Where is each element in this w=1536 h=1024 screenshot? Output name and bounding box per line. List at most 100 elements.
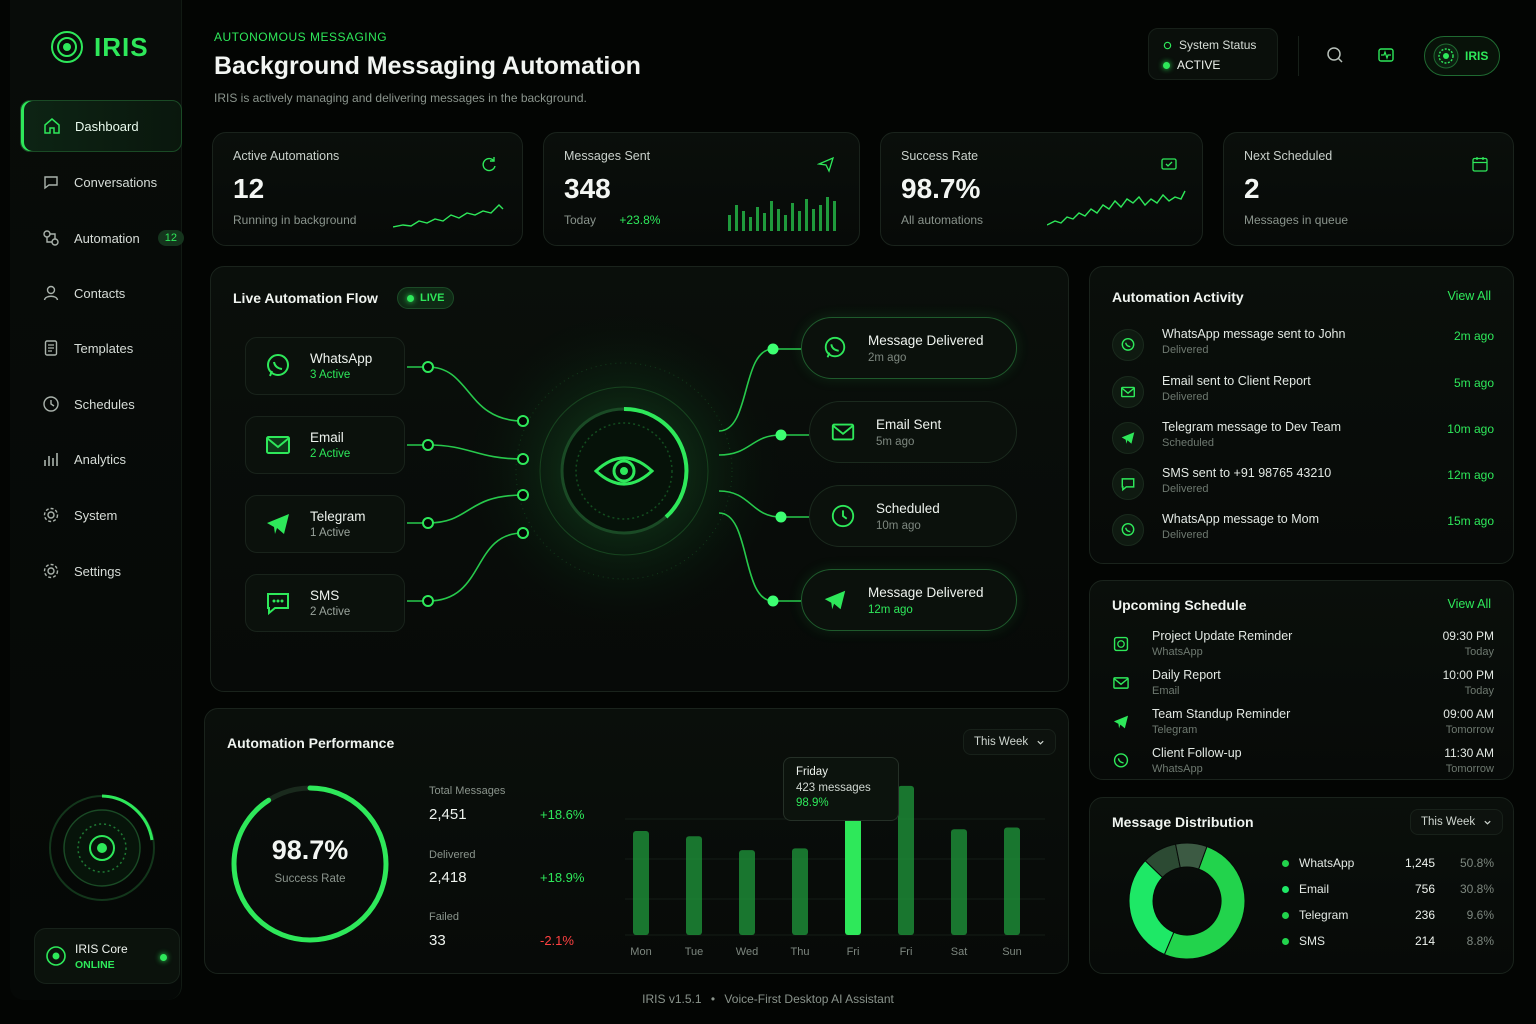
- stat-card-next-scheduled[interactable]: Next Scheduled 2 Messages in queue: [1223, 132, 1514, 246]
- clock-icon: [831, 504, 855, 528]
- bar-sat-6[interactable]: [951, 829, 967, 935]
- tooltip-rate: 98.9%: [796, 797, 829, 809]
- activity-item[interactable]: Email sent to Client Report Delivered 5m …: [1112, 374, 1494, 414]
- nav-system[interactable]: System: [20, 489, 182, 541]
- dest-email-sent[interactable]: Email Sent 5m ago: [809, 401, 1017, 463]
- chevron-down-icon: [1484, 820, 1491, 825]
- performance-range-select[interactable]: This Week: [963, 729, 1057, 755]
- schedule-item[interactable]: Client Follow-up WhatsApp 11:30 AM Tomorro…: [1112, 746, 1494, 782]
- nav-label: Settings: [74, 563, 121, 579]
- distribution-range-select[interactable]: This Week: [1410, 809, 1504, 835]
- nav-analytics[interactable]: Analytics: [20, 433, 182, 485]
- gauge-value: 98.7%: [271, 835, 349, 865]
- nav-conversations[interactable]: Conversations: [20, 156, 182, 208]
- schedule-item[interactable]: Team Standup Reminder Telegram 09:00 AM To…: [1112, 707, 1494, 743]
- eye-logo-icon: [51, 31, 83, 63]
- nav-label: Contacts: [74, 285, 126, 301]
- user-profile-button[interactable]: IRIS: [1424, 36, 1500, 76]
- slice-sms[interactable]: [1174, 842, 1208, 870]
- x-tick-label: Sun: [1002, 946, 1022, 958]
- status-label: System Status: [1179, 38, 1257, 52]
- stat-sub: Running in background: [233, 213, 357, 227]
- bar-thu-3[interactable]: [792, 848, 808, 935]
- whatsapp-icon: [1121, 338, 1135, 351]
- core-status: ONLINE: [75, 958, 115, 971]
- schedule-item[interactable]: Project Update Reminder WhatsApp 09:30 PM…: [1112, 629, 1494, 665]
- source-whatsapp[interactable]: WhatsApp 3 Active: [245, 337, 405, 395]
- schedule-item[interactable]: Daily Report Email 10:00 PM Today: [1112, 668, 1494, 704]
- dest-name: Message Delivered: [868, 584, 984, 600]
- activity-item[interactable]: WhatsApp message sent to John Delivered 2…: [1112, 327, 1494, 367]
- distribution-row: SMS 214 8.8%: [1282, 932, 1494, 950]
- stat-value: 98.7%: [901, 173, 981, 204]
- activity-status: Scheduled: [1162, 437, 1214, 449]
- nav-templates[interactable]: Templates: [20, 322, 182, 374]
- nav-schedules[interactable]: Schedules: [20, 378, 182, 430]
- metric-value: 2,418: [429, 869, 467, 886]
- footer-version: IRIS v1.5.1: [642, 992, 702, 1006]
- bar-wed-2[interactable]: [739, 850, 755, 935]
- automation-count-badge: 12: [157, 230, 185, 246]
- schedule-item-title: Project Update Reminder: [1152, 629, 1293, 643]
- legend-percent: 30.8%: [1459, 882, 1494, 896]
- header-divider: [1298, 36, 1299, 76]
- metric-value: 33: [429, 932, 446, 949]
- home-icon: [44, 118, 60, 134]
- dest-message-delivered-whatsapp[interactable]: Message Delivered 2m ago: [801, 317, 1017, 379]
- stat-card-success-rate[interactable]: Success Rate 98.7% All automations: [880, 132, 1203, 246]
- stat-card-active-automations[interactable]: Active Automations 12 Running in backgro…: [212, 132, 523, 246]
- iris-core-status[interactable]: IRIS Core ONLINE: [34, 928, 180, 984]
- dest-name: Message Delivered: [868, 332, 984, 348]
- stat-label: Next Scheduled: [1244, 149, 1333, 163]
- nav-settings[interactable]: Settings: [20, 545, 182, 597]
- dest-message-delivered-telegram[interactable]: Message Delivered 12m ago: [801, 569, 1017, 631]
- stat-card-messages-sent[interactable]: Messages Sent 348 Today +23.8%: [543, 132, 860, 246]
- activity-button[interactable]: [1373, 42, 1399, 68]
- chat-icon: [44, 176, 58, 190]
- slice-email[interactable]: [1128, 860, 1175, 956]
- bar-tue-1[interactable]: [686, 836, 702, 935]
- user-icon: [43, 285, 59, 301]
- bar-fri-5[interactable]: [898, 785, 914, 935]
- nav-dashboard[interactable]: Dashboard: [20, 100, 182, 152]
- mail-icon: [266, 436, 290, 454]
- schedule-item-day: Today: [1464, 646, 1494, 658]
- schedule-view-all-link[interactable]: View All: [1447, 597, 1491, 611]
- search-button[interactable]: [1322, 42, 1348, 68]
- legend-label: WhatsApp: [1299, 856, 1355, 870]
- activity-item[interactable]: Telegram message to Dev Team Scheduled 10…: [1112, 420, 1494, 460]
- dest-time: 10m ago: [876, 519, 921, 532]
- whatsapp-icon: [824, 336, 846, 358]
- nav-contacts[interactable]: Contacts: [20, 267, 182, 319]
- nav-automation[interactable]: Automation 12: [20, 212, 185, 264]
- flow-title: Live Automation Flow: [233, 290, 378, 306]
- bar-sun-7[interactable]: [1004, 827, 1020, 935]
- activity-view-all-link[interactable]: View All: [1447, 289, 1491, 303]
- slice-whatsapp[interactable]: [1163, 845, 1246, 960]
- footer-tagline: Voice-First Desktop AI Assistant: [724, 992, 894, 1006]
- x-tick-label: Thu: [791, 946, 810, 958]
- legend-percent: 50.8%: [1459, 856, 1494, 870]
- bar-chart-icon: [44, 453, 58, 466]
- legend-value: 756: [1414, 882, 1435, 896]
- activity-time: 12m ago: [1447, 468, 1494, 482]
- tooltip-day: Friday: [796, 766, 828, 778]
- x-tick-label: Tue: [685, 946, 704, 958]
- stat-label: Messages Sent: [564, 149, 651, 163]
- bar-mon-0[interactable]: [633, 831, 649, 935]
- stat-label: Active Automations: [233, 149, 340, 163]
- schedule-item-day: Tomorrow: [1445, 724, 1494, 736]
- source-sms[interactable]: SMS 2 Active: [245, 574, 405, 632]
- activity-item[interactable]: WhatsApp message to Mom Delivered 15m ago: [1112, 512, 1494, 552]
- telegram-icon: [1121, 432, 1135, 444]
- telegram-icon: [1113, 715, 1129, 729]
- dest-scheduled[interactable]: Scheduled 10m ago: [809, 485, 1017, 547]
- source-email[interactable]: Email 2 Active: [245, 416, 405, 474]
- distribution-row: WhatsApp 1,245 50.8%: [1282, 854, 1494, 872]
- source-telegram[interactable]: Telegram 1 Active: [245, 495, 405, 553]
- nav-label: Templates: [74, 340, 134, 356]
- telegram-icon: [267, 514, 289, 534]
- bar-fri-4[interactable]: [845, 813, 861, 935]
- activity-item[interactable]: SMS sent to +91 98765 43210 Delivered 12m…: [1112, 466, 1494, 506]
- logo[interactable]: IRIS: [50, 30, 149, 64]
